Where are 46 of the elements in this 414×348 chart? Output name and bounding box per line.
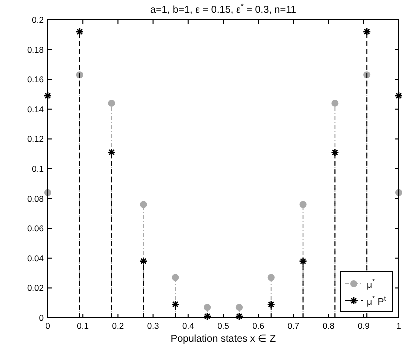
- point: [394, 92, 404, 100]
- y-tick-label: 0.16: [27, 74, 44, 85]
- point: [76, 28, 84, 36]
- y-tick-label: 0.04: [27, 253, 44, 264]
- y-tick-label: 0.18: [27, 44, 44, 55]
- point: [172, 274, 180, 282]
- x-tick-label: 0.1: [77, 321, 90, 331]
- point: [299, 257, 308, 266]
- point: [332, 100, 339, 107]
- point: [44, 92, 52, 100]
- y-tick-label: 0.2: [32, 15, 44, 25]
- y-tick-label: 0.08: [27, 194, 44, 204]
- x-tick-label: 1: [396, 321, 402, 331]
- legend-label: μ$^{*}$: [367, 278, 376, 291]
- x-tick-label: 0.3: [147, 321, 160, 331]
- point: [171, 300, 180, 309]
- x-tick-label: 0.2: [112, 321, 124, 331]
- x-tick-label: 0.6: [252, 321, 265, 331]
- point: [362, 28, 372, 36]
- point: [300, 201, 307, 208]
- point: [235, 312, 244, 321]
- point: [203, 312, 212, 321]
- x-tick-label: 0.4: [182, 321, 195, 331]
- point: [140, 201, 148, 208]
- point: [108, 100, 116, 107]
- point: [331, 148, 340, 157]
- x-tick-label: 0.7: [288, 321, 300, 331]
- y-tick-label: 0.1: [32, 164, 44, 174]
- x-tick-label: 0.5: [218, 321, 230, 331]
- x-tick-label: 0.8: [322, 321, 335, 331]
- point: [267, 300, 276, 309]
- x-tick-label: 0.9: [358, 321, 370, 331]
- x-tick-label: 0: [46, 321, 51, 331]
- x-axis-title: Population states x ∈ Z: [170, 334, 276, 345]
- point: [204, 304, 212, 312]
- chart-title: a=1, b=1, ε = 0.15, ε$^{*}$ = 0.3, n=11: [150, 2, 297, 16]
- y-tick-label: 0.02: [27, 283, 44, 294]
- y-tick-label: 0.14: [27, 104, 44, 114]
- point: [140, 257, 148, 266]
- y-tick-label: 0.06: [27, 224, 44, 234]
- legend-label: μ$^{*}$ P$^{t}$: [367, 295, 386, 308]
- point: [108, 148, 116, 157]
- y-tick-label: 0.12: [27, 134, 44, 144]
- point: [268, 274, 275, 282]
- y-tick-label: 0: [39, 313, 44, 323]
- point: [236, 304, 243, 312]
